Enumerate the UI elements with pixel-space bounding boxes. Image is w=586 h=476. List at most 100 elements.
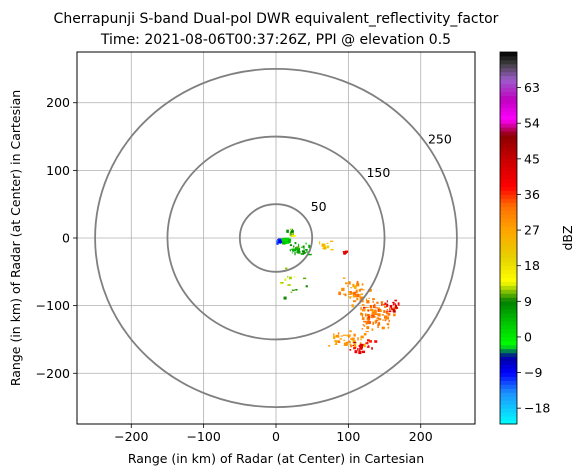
colorbar-segment [500, 202, 517, 207]
chart-title-line1: Cherrapunji S-band Dual-pol DWR equivale… [54, 11, 499, 27]
y-axis-label: Range (in km) of Radar (at Center) in Ca… [8, 90, 23, 386]
reflectivity-gate [360, 338, 362, 341]
colorbar-segment [500, 166, 517, 172]
reflectivity-gate [343, 251, 346, 255]
reflectivity-gate [378, 318, 382, 321]
reflectivity-gate [360, 343, 364, 347]
reflectivity-gate [340, 335, 344, 337]
reflectivity-gate [395, 307, 399, 309]
reflectivity-gate [295, 288, 298, 291]
reflectivity-gate [393, 313, 396, 317]
reflectivity-gate [348, 291, 352, 294]
reflectivity-gate [371, 328, 374, 331]
reflectivity-gate [290, 228, 293, 231]
reflectivity-gate [348, 296, 352, 298]
reflectivity-gate [394, 299, 398, 302]
reflectivity-gate [375, 319, 378, 324]
reflectivity-gate [376, 301, 379, 304]
reflectivity-gate [351, 304, 354, 308]
reflectivity-echoes [276, 228, 400, 355]
reflectivity-gate [366, 320, 370, 324]
y-tick-label: 100 [46, 163, 70, 178]
reflectivity-gate [348, 293, 352, 295]
reflectivity-gate [303, 247, 305, 250]
colorbar-segment [500, 230, 517, 235]
reflectivity-gate [290, 230, 294, 233]
colorbar-segment [500, 289, 517, 294]
reflectivity-gate [358, 350, 362, 355]
reflectivity-gate [322, 247, 326, 249]
colorbar-segment [500, 329, 517, 334]
reflectivity-gate [326, 242, 329, 244]
reflectivity-gate [360, 293, 363, 295]
colorbar-tick-label: 45 [524, 151, 540, 166]
colorbar-segment [500, 245, 517, 251]
reflectivity-gate [282, 238, 285, 243]
reflectivity-gate [323, 244, 326, 248]
colorbar-segment [500, 55, 517, 61]
reflectivity-gate [290, 232, 293, 235]
reflectivity-gate [370, 314, 372, 319]
colorbar-segment [500, 158, 517, 164]
reflectivity-gate [359, 345, 361, 348]
reflectivity-gate [319, 241, 321, 245]
reflectivity-gate [360, 307, 362, 310]
reflectivity-gate [383, 309, 385, 314]
range-ring-label: 50 [311, 199, 327, 214]
colorbar-segment [500, 119, 517, 124]
reflectivity-gate [287, 284, 291, 286]
reflectivity-gate [353, 291, 357, 295]
reflectivity-gate [364, 313, 367, 317]
reflectivity-gate [372, 314, 375, 318]
reflectivity-gate [374, 307, 379, 309]
reflectivity-gate [292, 249, 296, 252]
reflectivity-gate [352, 300, 357, 303]
reflectivity-gate [348, 340, 350, 344]
reflectivity-gate [388, 310, 392, 313]
reflectivity-gate [356, 280, 359, 284]
colorbar-segment [500, 368, 517, 373]
colorbar-segment [500, 321, 517, 326]
reflectivity-gate [368, 297, 370, 299]
reflectivity-gate [359, 348, 361, 352]
colorbar-segment [500, 87, 517, 92]
reflectivity-gate [371, 313, 374, 317]
colorbar-segment [500, 317, 517, 322]
reflectivity-gate [361, 350, 366, 354]
reflectivity-gate [298, 243, 300, 247]
reflectivity-gate [371, 312, 375, 315]
reflectivity-gate [385, 316, 390, 320]
range-ring [94, 68, 458, 408]
reflectivity-gate [394, 304, 397, 306]
colorbar-segment [500, 384, 517, 389]
colorbar-segment [500, 99, 517, 104]
reflectivity-gate [346, 334, 348, 337]
colorbar-tick-label: −18 [524, 401, 550, 416]
colorbar-segment [500, 79, 517, 85]
reflectivity-gate [357, 337, 359, 341]
reflectivity-gate [358, 288, 362, 292]
reflectivity-gate [291, 289, 295, 291]
reflectivity-gate [278, 239, 282, 243]
reflectivity-gate [281, 240, 286, 245]
reflectivity-gate [362, 306, 366, 309]
reflectivity-gate [290, 235, 294, 237]
colorbar-segment [500, 63, 517, 69]
reflectivity-gate [367, 315, 371, 319]
colorbar-segment [500, 261, 517, 267]
colorbar-segment [500, 150, 517, 156]
reflectivity-gate [386, 323, 390, 326]
reflectivity-gate [374, 313, 378, 315]
reflectivity-gate [367, 313, 370, 317]
reflectivity-gate [387, 326, 390, 329]
reflectivity-gate [393, 303, 396, 305]
reflectivity-gate [281, 238, 284, 240]
reflectivity-gate [345, 282, 348, 285]
colorbar-segment [500, 273, 517, 278]
colorbar-segment [500, 59, 517, 65]
colorbar-segment [500, 139, 517, 144]
colorbar-frame [499, 51, 518, 425]
colorbar-tick-label: 27 [524, 223, 540, 238]
reflectivity-gate [371, 316, 375, 318]
